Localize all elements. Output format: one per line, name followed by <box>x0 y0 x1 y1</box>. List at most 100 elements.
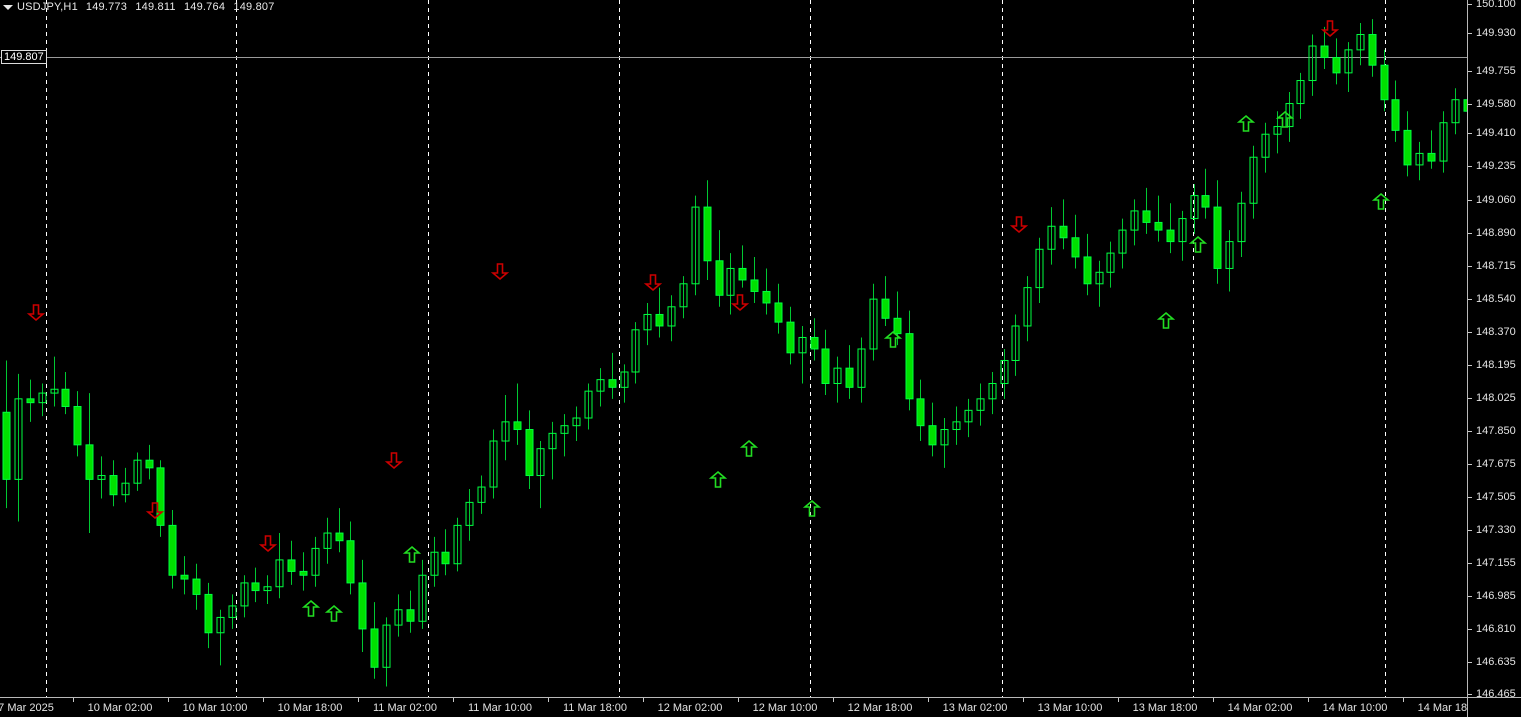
candle-body <box>810 336 819 350</box>
candle-body <box>952 421 961 431</box>
time-tick-label: 14 Mar 02:00 <box>1227 702 1293 714</box>
candle-body <box>536 448 545 477</box>
candle-body <box>726 267 735 296</box>
candle-body <box>275 559 284 588</box>
price-tick-label: 149.060 <box>1476 194 1516 206</box>
candle-body <box>1285 103 1294 128</box>
price-tick-label: 149.410 <box>1476 127 1516 139</box>
time-tick-label: 11 Mar 18:00 <box>562 702 628 714</box>
sell-signal-arrow-icon <box>643 274 663 292</box>
price-tick-label: 148.370 <box>1476 326 1516 338</box>
candle-body <box>1344 49 1353 74</box>
time-tick-mark <box>73 698 74 702</box>
candle-body <box>73 406 82 446</box>
candle-body <box>513 421 522 431</box>
candle-body <box>1047 225 1056 250</box>
time-tick-mark <box>928 698 929 702</box>
time-tick-label: 14 Mar 10:00 <box>1322 702 1388 714</box>
candle-body <box>216 616 225 634</box>
grid-lines-group <box>46 0 1386 697</box>
price-axis[interactable]: 150.100 149.930 149.755 149.580 149.410 149.2… <box>1467 0 1521 697</box>
buy-signal-arrow-icon <box>802 499 822 517</box>
signal-arrows-group <box>26 20 1391 622</box>
time-axis[interactable]: 7 Mar 2025 10 Mar 02:00 10 Mar 10:00 10 Mar… <box>0 697 1468 717</box>
price-tick-label: 149.930 <box>1476 27 1516 39</box>
candle-body <box>109 475 118 496</box>
candle-body <box>608 379 617 388</box>
candle-body <box>762 290 771 304</box>
candle-body <box>631 329 640 373</box>
ohlc-high: 149.811 <box>135 1 176 13</box>
time-tick-mark <box>168 698 169 702</box>
candle-body <box>453 524 462 565</box>
sell-signal-arrow-icon <box>384 452 404 470</box>
candle-body <box>1296 80 1305 105</box>
candle-body <box>240 582 249 607</box>
time-tick-mark <box>358 698 359 702</box>
candle-body <box>228 605 237 618</box>
triangle-down-icon[interactable] <box>3 4 13 10</box>
price-tick-label: 148.025 <box>1476 392 1516 404</box>
time-tick-label: 12 Mar 18:00 <box>847 702 913 714</box>
candle-body <box>715 260 724 296</box>
candle-body <box>1368 34 1377 66</box>
candle-body <box>596 379 605 392</box>
time-tick-label: 13 Mar 02:00 <box>942 702 1008 714</box>
time-tick-mark <box>1118 698 1119 702</box>
candle-body <box>192 578 201 595</box>
candle-body <box>121 482 130 496</box>
price-tick-label: 147.155 <box>1476 557 1516 569</box>
candle-body <box>251 582 260 592</box>
candle-body <box>1154 221 1163 231</box>
time-tick-label: 10 Mar 18:00 <box>277 702 343 714</box>
price-tick-label: 149.580 <box>1476 98 1516 110</box>
candle-body <box>311 547 320 576</box>
time-tick-mark <box>1023 698 1024 702</box>
candle-body <box>287 559 296 572</box>
chart-plot-area[interactable] <box>0 0 1468 697</box>
time-tick-label: 12 Mar 10:00 <box>752 702 818 714</box>
candle-body <box>893 317 902 335</box>
sell-signal-arrow-icon <box>490 263 510 281</box>
buy-signal-arrow-icon <box>402 545 422 563</box>
candle-body <box>1273 126 1282 135</box>
buy-signal-arrow-icon <box>1236 114 1256 132</box>
time-tick-label: 13 Mar 18:00 <box>1132 702 1198 714</box>
axis-corner <box>1467 697 1521 717</box>
candle-body <box>1166 229 1175 243</box>
candle-body <box>667 306 676 327</box>
candle-body <box>1059 225 1068 239</box>
price-tick-label: 146.635 <box>1476 656 1516 668</box>
candle-body <box>430 551 439 576</box>
time-tick-label: 14 Mar 18:00 <box>1417 702 1468 714</box>
candle-body <box>786 321 795 354</box>
candle-body <box>643 313 652 331</box>
candle-body <box>394 609 403 626</box>
candle-body <box>85 444 94 480</box>
price-tick-label: 149.755 <box>1476 65 1516 77</box>
time-tick-label: 7 Mar 2025 <box>0 702 54 714</box>
candle-body <box>940 429 949 446</box>
candle-body <box>1237 202 1246 243</box>
time-tick-mark <box>453 698 454 702</box>
buy-signal-arrow-icon <box>739 439 759 457</box>
buy-signal-arrow-icon <box>301 599 321 617</box>
candle-body <box>382 624 391 668</box>
time-tick-mark <box>1403 698 1404 702</box>
candle-body <box>584 390 593 419</box>
price-tick-label: 147.850 <box>1476 425 1516 437</box>
candle-body <box>691 206 700 285</box>
candle-body <box>1225 241 1234 269</box>
time-tick-mark <box>738 698 739 702</box>
candle-body <box>869 298 878 350</box>
candle-body <box>335 532 344 542</box>
price-tick-label: 147.505 <box>1476 491 1516 503</box>
time-tick-mark <box>1308 698 1309 702</box>
candle-body <box>489 440 498 488</box>
candle-body <box>1356 34 1365 51</box>
candle-body <box>1308 45 1317 82</box>
candle-body <box>1178 218 1187 243</box>
sell-signal-arrow-icon <box>145 502 165 520</box>
time-tick-label: 11 Mar 02:00 <box>372 702 438 714</box>
